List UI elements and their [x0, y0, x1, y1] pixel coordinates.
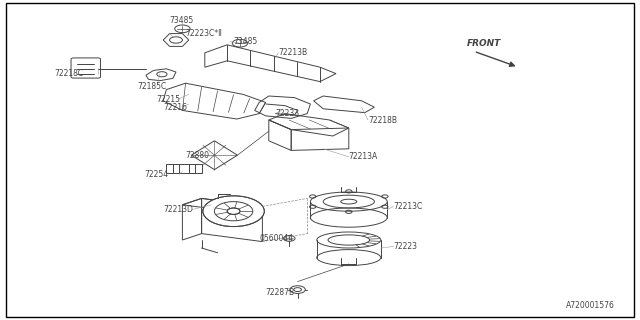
- Text: A720001576: A720001576: [566, 301, 614, 310]
- Text: 72218C: 72218C: [54, 69, 84, 78]
- Text: 72223C*Ⅱ: 72223C*Ⅱ: [186, 29, 223, 38]
- Text: 72213A: 72213A: [349, 152, 378, 161]
- Bar: [166, 164, 202, 173]
- Text: 73485: 73485: [234, 37, 258, 46]
- Text: 72213C: 72213C: [394, 202, 423, 211]
- Text: 72223: 72223: [394, 242, 418, 251]
- Text: 72185C: 72185C: [138, 82, 167, 91]
- Text: 73485: 73485: [170, 16, 194, 25]
- Text: FRONT: FRONT: [467, 39, 502, 48]
- Text: 72216: 72216: [163, 103, 187, 112]
- Text: 72213D: 72213D: [163, 205, 193, 214]
- Text: 72218B: 72218B: [368, 116, 397, 124]
- Text: 72215: 72215: [157, 95, 181, 104]
- Circle shape: [203, 196, 264, 227]
- Text: 72254: 72254: [144, 170, 168, 179]
- Text: 72233: 72233: [275, 109, 300, 118]
- Text: 72880: 72880: [186, 151, 210, 160]
- Text: 72213B: 72213B: [278, 48, 308, 57]
- Circle shape: [227, 208, 240, 214]
- Text: 72287B: 72287B: [266, 288, 295, 297]
- Text: 0560044: 0560044: [259, 234, 293, 243]
